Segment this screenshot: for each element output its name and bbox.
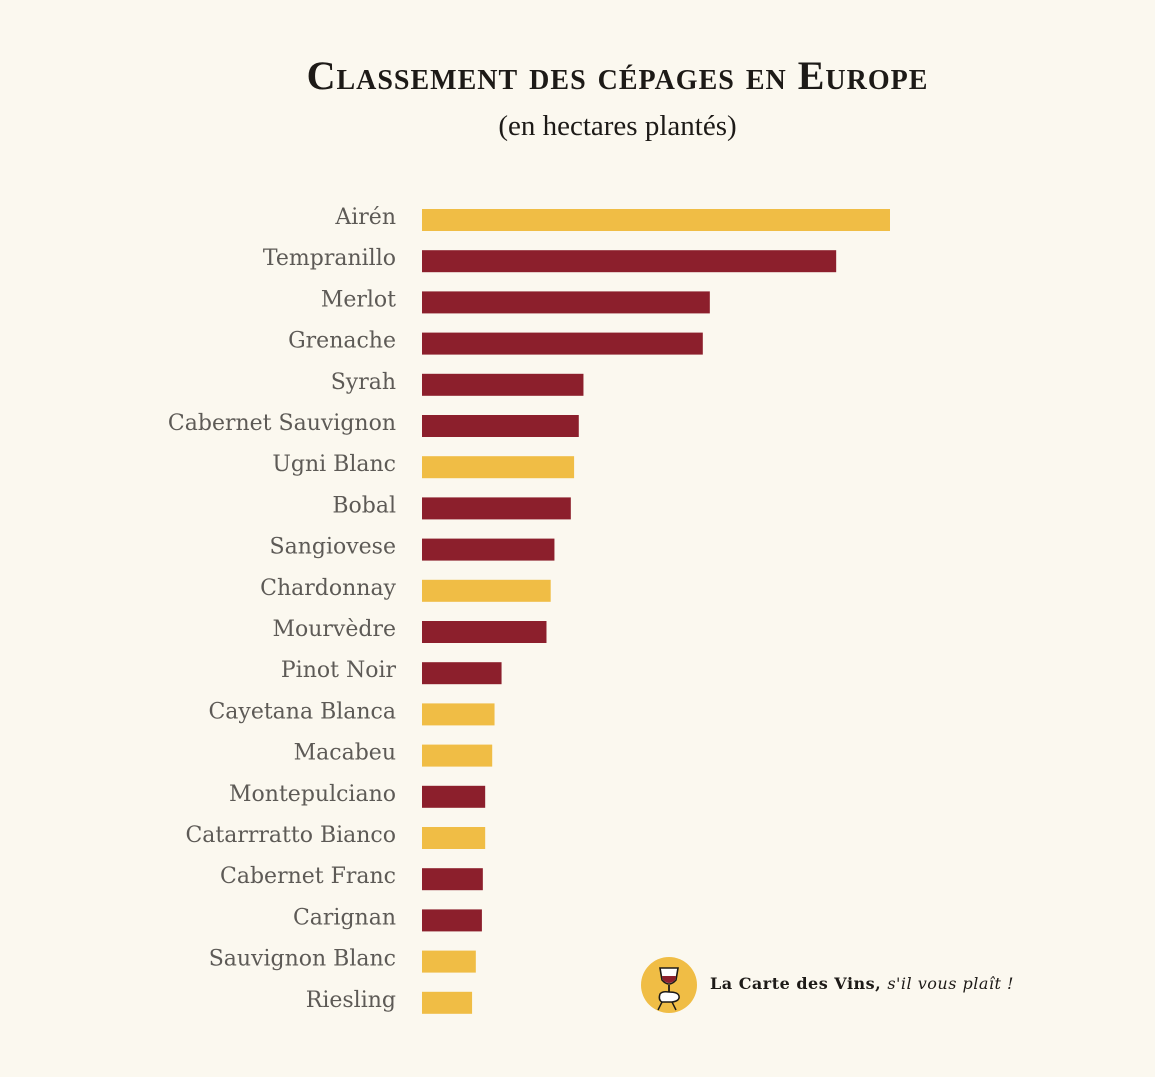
bar [422,497,571,520]
bar [422,332,703,355]
category-label: Sauvignon Blanc [209,947,396,972]
bar [422,621,547,643]
category-label: Grenache [288,329,396,354]
bar [422,415,579,437]
chart-subtitle: (en hectares plantés) [498,110,737,142]
category-label: Merlot [321,287,396,312]
category-label: Chardonnay [260,576,396,601]
category-label: Macabeu [294,741,396,766]
category-label: Ugni Blanc [272,452,396,477]
category-label: Riesling [306,988,396,1013]
bar [422,827,486,849]
category-label: Carignan [293,905,396,930]
category-label: Mourvèdre [272,617,396,642]
wine-glass-hand-icon [641,957,697,1013]
bars [422,209,890,1014]
chart-title: Classement des cépages en Europe [306,53,929,98]
bar [422,703,495,726]
bar [422,868,483,891]
bar [422,291,710,314]
bar [422,950,476,973]
bar [422,579,551,602]
bar [422,209,890,231]
bar [422,744,493,767]
bar [422,456,575,479]
brand-name: La Carte des Vins, [710,974,882,993]
category-label: Pinot Noir [281,658,397,683]
bar [422,991,473,1014]
bar [422,662,502,685]
bar [422,538,555,561]
bar [422,373,584,396]
brand-signature: La Carte des Vins, s'il vous plaît ! [638,950,1108,1020]
brand-tagline: s'il vous plaît ! [887,974,1014,993]
category-label: Sangiovese [270,535,396,560]
category-label: Airén [334,205,396,230]
category-label: Cabernet Sauvignon [168,411,396,436]
category-label: Cabernet Franc [220,864,396,889]
category-label: Cayetana Blanca [208,699,396,724]
brand-text: La Carte des Vins, s'il vous plaît ! [710,974,1014,993]
category-labels: Airén Tempranillo Merlot Grenache Syrah Caber… [168,205,397,1013]
bar [422,909,482,932]
bar [422,250,837,273]
category-label: Montepulciano [229,782,396,807]
category-label: Catarrratto Bianco [185,823,396,848]
category-label: Bobal [332,493,396,518]
category-label: Syrah [331,370,396,395]
bar [422,785,486,808]
category-label: Tempranillo [263,246,396,271]
